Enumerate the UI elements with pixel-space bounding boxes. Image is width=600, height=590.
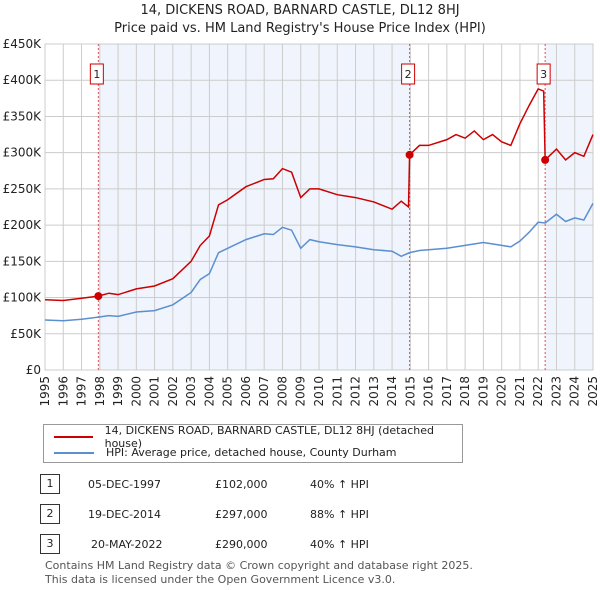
legend-label: 14, DICKENS ROAD, BARNARD CASTLE, DL12 8… [104,423,434,450]
x-tick-label: 1995 [38,376,52,407]
y-tick-label: £300K [3,146,43,160]
table-row: 1 05-DEC-1997 £102,000 40% ↑ HPI [0,474,600,496]
sale-label: 2 [405,68,412,81]
x-tick-label: 2001 [148,376,162,407]
shaded-period [98,44,410,370]
sale-label: 3 [540,68,547,81]
legend-swatch [54,435,93,438]
x-tick-label: 2021 [513,376,527,407]
sale-point [94,292,103,301]
footer-copyright: Contains HM Land Registry data © Crown c… [45,559,473,572]
legend-item-property: 14, DICKENS ROAD, BARNARD CASTLE, DL12 8… [54,424,462,450]
plot-frame [44,43,594,371]
x-tick-label: 1996 [56,376,70,407]
table-row: 3 20-MAY-2022 £290,000 40% ↑ HPI [0,534,600,556]
x-tick-label: 2011 [330,376,344,407]
sale-label: 1 [93,68,100,81]
chart-title: 14, DICKENS ROAD, BARNARD CASTLE, DL12 8… [140,3,459,18]
hpi-line [44,203,594,322]
x-tick-label: 2023 [549,376,563,407]
x-tick-label: 2012 [349,376,363,407]
y-tick-label: £0 [26,363,41,377]
x-tick-label: 2019 [476,376,490,407]
sale-price: £290,000 [215,538,268,551]
x-tick-label: 2016 [422,376,436,407]
x-tick-label: 2022 [531,376,545,407]
chart-subtitle: Price paid vs. HM Land Registry's House … [114,21,486,36]
sale-label-box [401,63,416,85]
x-tick-label: 2014 [385,376,399,407]
x-tick-label: 1998 [93,376,107,407]
y-tick-label: £50K [10,327,42,341]
sale-label-box [89,63,104,85]
x-tick-label: 2018 [458,376,472,407]
x-tick-label: 2008 [275,376,289,407]
x-tick-label: 1999 [111,376,125,407]
sale-date: 05-DEC-1997 [88,478,162,491]
price-chart: 14, DICKENS ROAD, BARNARD CASTLE, DL12 8… [3,3,600,407]
sale-point [541,155,550,164]
y-tick-label: £350K [3,109,43,123]
x-tick-label: 2010 [312,376,326,407]
price-paid-line [44,87,594,302]
y-tick-label: £150K [3,254,43,268]
sale-label-box [536,63,551,85]
sale-point [405,150,414,159]
x-tick-label: 2005 [221,376,235,407]
sale-marker-number: 2 [40,504,60,524]
y-tick-label: £100K [3,291,43,305]
sale-date: 19-DEC-2014 [88,508,162,521]
x-tick-label: 2002 [166,376,180,407]
sale-date: 20-MAY-2022 [91,538,163,551]
x-tick-label: 2017 [440,376,454,407]
x-tick-label: 2006 [239,376,253,407]
shaded-period [545,44,593,370]
x-tick-label: 1997 [75,376,89,407]
y-tick-label: £400K [3,73,43,87]
x-tick-label: 2025 [586,376,600,407]
sale-price: £297,000 [215,508,268,521]
x-tick-label: 2007 [257,376,271,407]
sale-hpi-diff: 40% ↑ HPI [310,478,369,491]
y-tick-label: £250K [3,182,43,196]
sale-hpi-diff: 88% ↑ HPI [310,508,369,521]
x-tick-label: 2013 [367,376,381,407]
sale-marker-number: 1 [40,474,60,494]
x-tick-label: 2000 [129,376,143,407]
x-tick-label: 2015 [403,376,417,407]
y-tick-label: £200K [3,218,43,232]
x-tick-label: 2020 [495,376,509,407]
y-tick-label: £450K [3,37,43,51]
sale-price: £102,000 [215,478,268,491]
footer-license: This data is licensed under the Open Gov… [45,573,396,586]
table-row: 2 19-DEC-2014 £297,000 88% ↑ HPI [0,504,600,526]
legend: 14, DICKENS ROAD, BARNARD CASTLE, DL12 8… [43,424,463,463]
sale-hpi-diff: 40% ↑ HPI [310,538,369,551]
x-tick-label: 2009 [294,376,308,407]
legend-item-hpi: HPI: Average price, detached house, Coun… [54,446,397,459]
x-tick-label: 2003 [184,376,198,407]
legend-label: HPI: Average price, detached house, Coun… [106,446,397,459]
x-tick-label: 2004 [202,376,216,407]
legend-swatch [54,451,94,454]
sale-marker-number: 3 [40,534,60,554]
x-tick-label: 2024 [568,376,582,407]
